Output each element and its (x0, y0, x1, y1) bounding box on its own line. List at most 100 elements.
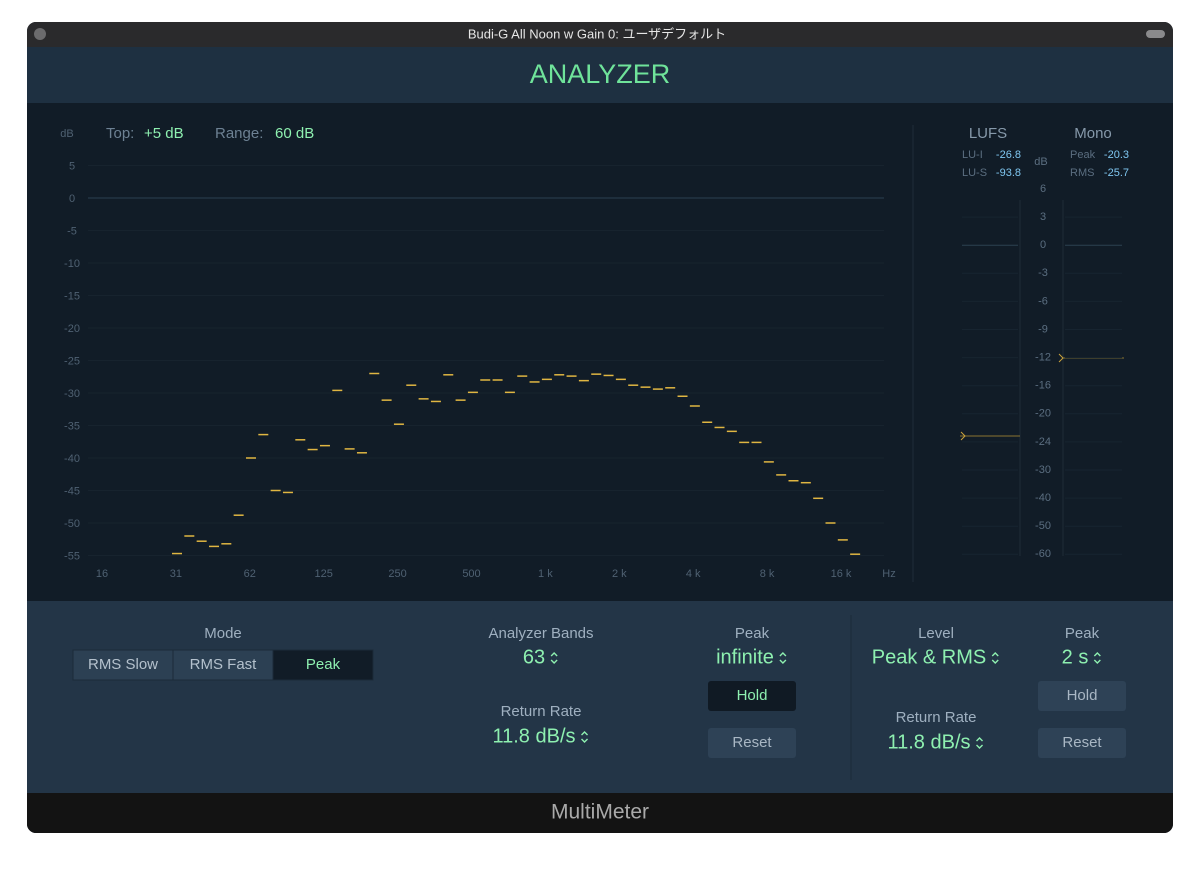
button[interactable] (708, 681, 796, 711)
freq-tick-label: 500 (462, 568, 480, 580)
window-title: Budi-G All Noon w Gain 0: ユーザデフォルト (468, 26, 726, 41)
stepper-icon[interactable] (976, 737, 984, 749)
freq-tick-label: 8 k (760, 568, 775, 580)
button[interactable] (708, 728, 796, 758)
freq-tick-label: 1 k (538, 568, 553, 580)
db-tick-label: 0 (69, 193, 75, 205)
db-tick-label: -40 (64, 453, 80, 465)
lu-i-value: -26.8 (996, 149, 1021, 161)
window-control[interactable] (1146, 30, 1165, 38)
header-bar (27, 47, 1173, 103)
controls-area (27, 601, 1173, 793)
db-tick-label: -45 (64, 485, 80, 497)
range-label: Range: (215, 125, 263, 142)
db-tick-label: -30 (64, 388, 80, 400)
lu-i-label: LU-I (962, 149, 983, 161)
lufs-title: LUFS (969, 125, 1007, 142)
control-value[interactable]: infinite (716, 646, 774, 668)
button-label[interactable]: Hold (737, 687, 768, 704)
db-tick-label: -20 (64, 323, 80, 335)
mode-option[interactable]: RMS Slow (88, 656, 158, 673)
meter-scale-label: -60 (1035, 548, 1051, 560)
button-label[interactable]: Hold (1067, 687, 1098, 704)
control-label: Mode (204, 625, 242, 642)
top-value: +5 dB (144, 125, 184, 142)
control-value[interactable]: 2 s (1062, 646, 1089, 668)
range-value: 60 dB (275, 125, 314, 142)
mode-segment[interactable] (172, 649, 274, 681)
meter-scale-label: -3 (1038, 267, 1048, 279)
meter-scale-label: -16 (1035, 380, 1051, 392)
footer-bar (27, 793, 1173, 833)
peak-value: -20.3 (1104, 149, 1129, 161)
control-value[interactable]: 63 (523, 646, 545, 668)
button[interactable] (1038, 728, 1126, 758)
button-label[interactable]: Reset (732, 734, 772, 751)
control-label: Return Rate (896, 709, 977, 726)
control-value[interactable]: 11.8 dB/s (492, 725, 575, 747)
mono-title: Mono (1074, 125, 1112, 142)
freq-tick-label: 4 k (686, 568, 701, 580)
db-tick-label: 5 (69, 160, 75, 172)
control-label: Return Rate (501, 703, 582, 720)
mode-option[interactable]: RMS Fast (190, 656, 258, 673)
control-label: Peak (1065, 625, 1100, 642)
display-area (27, 103, 1173, 601)
mode-option[interactable]: Peak (306, 656, 341, 673)
stepper-icon[interactable] (581, 731, 589, 743)
freq-tick-label: 2 k (612, 568, 627, 580)
title-bar (27, 22, 1173, 47)
db-tick-label: -10 (64, 258, 80, 270)
mono-indicator-arrow (1058, 353, 1064, 363)
meter-scale-label: 6 (1040, 183, 1046, 195)
meter-scale-label: -12 (1035, 352, 1051, 364)
lu-s-value: -93.8 (996, 167, 1021, 179)
rms-value: -25.7 (1104, 167, 1129, 179)
meter-scale-label: -9 (1038, 323, 1048, 335)
db-tick-label: -55 (64, 550, 80, 562)
meter-scale-label: -50 (1035, 520, 1051, 532)
freq-tick-label: 250 (388, 568, 406, 580)
meter-scale-label: 3 (1040, 211, 1046, 223)
peak-label: Peak (1070, 149, 1096, 161)
freq-tick-label: 125 (315, 568, 333, 580)
meter-scale-label: -20 (1035, 408, 1051, 420)
control-label: Analyzer Bands (488, 625, 593, 642)
meter-scale-label: -30 (1035, 464, 1051, 476)
rms-label: RMS (1070, 167, 1094, 179)
control-label: Level (918, 625, 954, 642)
footer-title: MultiMeter (551, 801, 649, 824)
mode-segment[interactable] (72, 649, 174, 681)
control-value[interactable]: 11.8 dB/s (887, 731, 970, 753)
mode-segment[interactable] (272, 649, 374, 681)
header-title: ANALYZER (530, 59, 671, 89)
stepper-icon[interactable] (779, 652, 787, 664)
db-tick-label: -5 (67, 225, 77, 237)
meter-scale-label: -6 (1038, 295, 1048, 307)
meter-db-label: dB (1034, 156, 1047, 168)
freq-unit: Hz (882, 568, 895, 580)
db-tick-label: -35 (64, 420, 80, 432)
db-label: dB (60, 128, 73, 140)
lufs-indicator-arrow (960, 431, 966, 441)
db-tick-label: -15 (64, 290, 80, 302)
button-label[interactable]: Reset (1062, 734, 1102, 751)
db-tick-label: -25 (64, 355, 80, 367)
lu-s-label: LU-S (962, 167, 987, 179)
top-label: Top: (106, 125, 134, 142)
meter-scale-label: -40 (1035, 492, 1051, 504)
freq-tick-label: 31 (170, 568, 182, 580)
stepper-icon[interactable] (991, 652, 999, 664)
control-label: Peak (735, 625, 770, 642)
freq-tick-label: 16 k (831, 568, 852, 580)
meter-scale-label: 0 (1040, 239, 1046, 251)
button[interactable] (1038, 681, 1126, 711)
control-value[interactable]: Peak & RMS (872, 646, 986, 668)
close-button[interactable] (34, 28, 46, 40)
stepper-icon[interactable] (1093, 652, 1101, 664)
meter-scale-label: -24 (1035, 436, 1051, 448)
db-tick-label: -50 (64, 518, 80, 530)
stepper-icon[interactable] (550, 652, 558, 664)
freq-tick-label: 62 (244, 568, 256, 580)
